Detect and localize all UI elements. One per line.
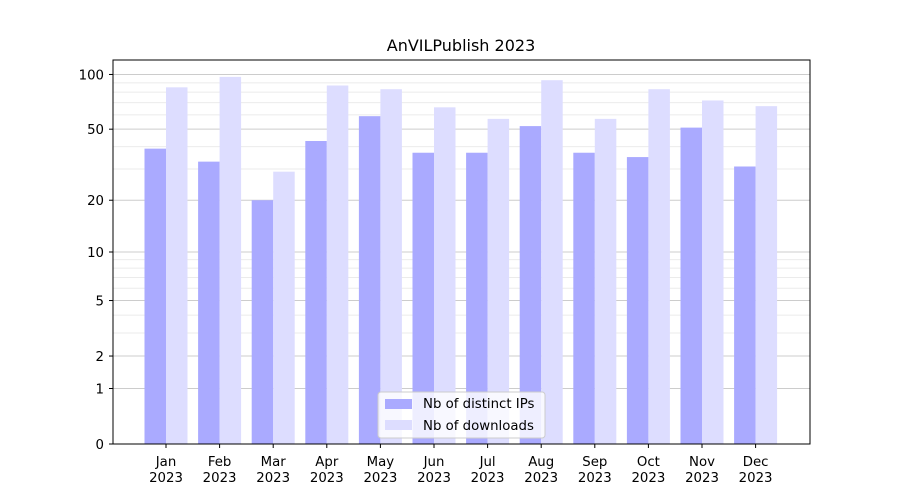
x-tick-label-month: May xyxy=(367,455,395,470)
x-tick-label-month: Jun xyxy=(423,455,445,470)
x-tick-label-month: Mar xyxy=(261,455,287,470)
x-tick-label-month: Jan xyxy=(155,455,177,470)
y-tick-label: 100 xyxy=(79,68,104,83)
y-tick-label: 50 xyxy=(87,123,104,138)
x-tick-label-year: 2023 xyxy=(631,471,665,486)
x-tick-label-year: 2023 xyxy=(203,471,237,486)
x-tick-label-month: Nov xyxy=(689,455,715,470)
bar-distinct-ips xyxy=(358,116,381,445)
x-tick-label-year: 2023 xyxy=(578,471,612,486)
legend-swatch-downloads xyxy=(385,420,412,430)
y-tick-label: 10 xyxy=(87,246,104,261)
legend-label-distinct-ips: Nb of distinct IPs xyxy=(423,397,535,412)
x-tick-label-month: Apr xyxy=(315,455,339,470)
bar-downloads xyxy=(380,89,402,445)
bar-distinct-ips xyxy=(466,152,488,445)
bar-distinct-ips xyxy=(198,161,220,444)
legend-swatch-distinct-ips xyxy=(385,399,412,409)
bar-downloads xyxy=(648,89,670,445)
x-tick-label-month: Dec xyxy=(743,455,769,470)
bar-downloads xyxy=(273,171,295,444)
x-tick-label-month: Aug xyxy=(528,455,554,470)
bar-distinct-ips xyxy=(626,157,649,445)
bars xyxy=(144,76,778,445)
bar-downloads xyxy=(702,100,724,444)
chart-title: AnVILPublish 2023 xyxy=(387,36,536,55)
x-tick-label-month: Feb xyxy=(208,455,232,470)
x-tick-label-year: 2023 xyxy=(363,471,397,486)
x-tick-label-month: Jul xyxy=(479,455,496,470)
bar-distinct-ips xyxy=(573,152,595,445)
x-tick-label-year: 2023 xyxy=(471,471,505,486)
bar-downloads xyxy=(166,87,188,444)
x-tick-label-month: Oct xyxy=(637,455,660,470)
y-tick-label: 2 xyxy=(96,350,104,365)
x-tick-label-year: 2023 xyxy=(685,471,719,486)
legend-label-downloads: Nb of downloads xyxy=(423,419,534,434)
legend-box xyxy=(377,391,546,439)
bar-downloads xyxy=(219,76,242,444)
x-tick-label-year: 2023 xyxy=(256,471,290,486)
bar-downloads xyxy=(541,80,563,444)
x-axis: Jan2023Feb2023Mar2023Apr2023May2023Jun20… xyxy=(149,444,773,486)
bar-distinct-ips xyxy=(734,166,756,444)
bar-distinct-ips xyxy=(519,126,542,445)
legend: Nb of distinct IPs Nb of downloads xyxy=(377,391,546,439)
bar-distinct-ips xyxy=(305,140,327,445)
bar-downloads xyxy=(594,118,617,444)
x-tick-label-year: 2023 xyxy=(524,471,558,486)
y-tick-label: 5 xyxy=(96,295,104,310)
y-axis: 0 1 2 5 10 20 50 100 xyxy=(79,68,113,453)
y-tick-label: 1 xyxy=(96,382,104,397)
bar-downloads xyxy=(487,118,510,444)
x-tick-label-year: 2023 xyxy=(417,471,451,486)
bar-distinct-ips xyxy=(680,127,702,444)
x-tick-label-month: Sep xyxy=(582,455,607,470)
y-tick-label: 0 xyxy=(96,438,104,453)
y-tick-label: 20 xyxy=(87,194,104,209)
bar-downloads xyxy=(326,85,349,444)
bar-distinct-ips xyxy=(144,148,166,444)
bar-distinct-ips xyxy=(412,152,434,445)
bar-downloads xyxy=(434,107,456,444)
x-tick-label-year: 2023 xyxy=(310,471,344,486)
x-tick-label-year: 2023 xyxy=(149,471,183,486)
x-tick-label-year: 2023 xyxy=(739,471,773,486)
bar-downloads xyxy=(755,106,778,444)
bar-distinct-ips xyxy=(251,200,274,444)
